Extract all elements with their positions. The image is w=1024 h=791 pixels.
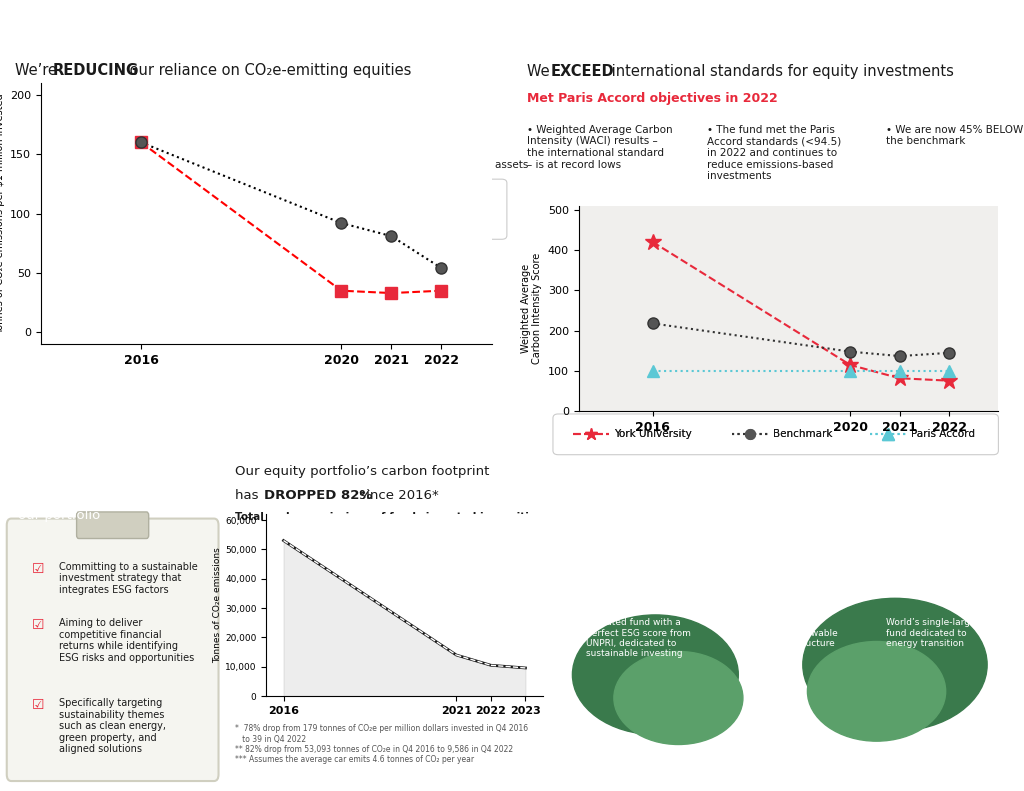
Text: York University: York University: [614, 430, 692, 439]
Text: Met Paris Accord objectives in 2022: Met Paris Accord objectives in 2022: [527, 92, 778, 105]
Text: • We are now 45% BELOW
the benchmark: • We are now 45% BELOW the benchmark: [886, 125, 1023, 146]
Text: Paris Accord: Paris Accord: [911, 430, 975, 439]
Y-axis label: Tonnes of CO₂e emissions: Tonnes of CO₂e emissions: [213, 547, 222, 663]
Text: to sustainability-focused infrastructure funds: to sustainability-focused infrastructure…: [586, 495, 887, 509]
Text: Improved
sustainability
credentials: Improved sustainability credentials: [415, 424, 476, 454]
Text: ☑: ☑: [32, 698, 44, 712]
Text: We have: We have: [586, 469, 648, 482]
Text: • We are now 34% BELOW the benchmark: • We are now 34% BELOW the benchmark: [236, 191, 456, 200]
FancyBboxPatch shape: [553, 414, 998, 455]
Text: DROPPED 82%: DROPPED 82%: [264, 489, 373, 501]
Text: Specifically targeting
sustainability themes
such as clean energy,
green propert: Specifically targeting sustainability th…: [58, 698, 166, 755]
Text: First assessed
the Fund's
carbon
footprint: First assessed the Fund's carbon footpri…: [30, 419, 93, 459]
FancyBboxPatch shape: [230, 179, 507, 239]
Text: Total carbon emissions of funds invested in equities: Total carbon emissions of funds invested…: [236, 512, 543, 522]
Text: York University: York University: [614, 430, 692, 439]
Circle shape: [808, 642, 946, 741]
Text: Our equity portfolio’s carbon footprint: Our equity portfolio’s carbon footprint: [236, 465, 489, 479]
Text: ☑: ☑: [32, 619, 44, 632]
Text: World’s single-largest
fund dedicated to
energy transition: World’s single-largest fund dedicated to…: [886, 619, 984, 648]
FancyBboxPatch shape: [77, 512, 148, 539]
Y-axis label: Tonnes of CO₂e emissions per $1 million invested: Tonnes of CO₂e emissions per $1 million …: [0, 93, 4, 334]
Text: 2022: 2022: [404, 16, 463, 36]
Text: Developed
sustainable
investing
framework: Developed sustainable investing framewor…: [174, 419, 225, 459]
Text: Committing to a sustainable
investment strategy that
integrates ESG factors: Committing to a sustainable investment s…: [58, 562, 198, 595]
Text: YORK: YORK: [952, 16, 1021, 36]
Text: Assessed
fund
managers'
ESG metrics: Assessed fund managers' ESG metrics: [290, 419, 345, 459]
Text: ☑: ☑: [32, 562, 44, 576]
Text: York University
Endowment Fund: York University Endowment Fund: [292, 202, 377, 223]
Text: REDUCING: REDUCING: [53, 62, 139, 78]
Text: has: has: [236, 489, 263, 501]
Text: • 78% reduction in tonnes of CO₂e-emissions
   per $ million invested, since 201: • 78% reduction in tonnes of CO₂e-emissi…: [236, 97, 471, 118]
Text: A+ rated fund with a
perfect ESG score from
UNPRI, dedicated to
sustainable inve: A+ rated fund with a perfect ESG score f…: [586, 619, 691, 658]
Circle shape: [803, 598, 987, 731]
Text: • Our WACI score is down 80% since 2016: • Our WACI score is down 80% since 2016: [236, 131, 455, 140]
Text: our reliance on CO₂e-emitting equities: our reliance on CO₂e-emitting equities: [125, 62, 412, 78]
Text: We’re: We’re: [15, 62, 62, 78]
Text: Benchmark: Benchmark: [415, 201, 470, 211]
Text: Benchmark: Benchmark: [773, 430, 833, 439]
Y-axis label: Weighted Average
Carbon Intensity Score: Weighted Average Carbon Intensity Score: [520, 253, 542, 364]
Text: Brookfield
Global Transition
Fund (BGTF): Brookfield Global Transition Fund (BGTF): [886, 532, 979, 565]
Text: We: We: [527, 63, 555, 78]
Text: Benchmark: Benchmark: [773, 430, 833, 439]
Text: Copenhagen
Infrastructure Partners
Energy Transition Fund
(CI ETF I): Copenhagen Infrastructure Partners Energ…: [738, 532, 866, 577]
Text: Aiming to deliver
competitive financial
returns while identifying
ESG risks and : Aiming to deliver competitive financial …: [58, 619, 194, 663]
Text: since 2016*: since 2016*: [355, 489, 439, 501]
Text: Scorecard: Scorecard: [568, 16, 674, 36]
Text: international standards for equity investments: international standards for equity inves…: [606, 63, 953, 78]
Text: The reduction in emissions
since 2016** is like
removing 9,500 cars
from the roa: The reduction in emissions since 2016** …: [368, 548, 489, 589]
Text: • The fund met the Paris
Accord standards (<94.5)
in 2022 and continues to
reduc: • The fund met the Paris Accord standard…: [707, 125, 841, 181]
Circle shape: [572, 615, 738, 735]
Text: • Equity investments make up 58% of the Fund’s assets: • Equity investments make up 58% of the …: [236, 161, 528, 170]
Text: EXCEED: EXCEED: [551, 63, 614, 78]
Text: *  78% drop from 179 tonnes of CO₂e per million dollars invested in Q4 2016
   t: * 78% drop from 179 tonnes of CO₂e per m…: [236, 725, 528, 764]
Text: U: U: [998, 16, 1017, 36]
Text: our portfolio: our portfolio: [18, 509, 100, 521]
Text: • Weighted Average Carbon
Intensity (WACI) results –
the international standard
: • Weighted Average Carbon Intensity (WAC…: [527, 125, 673, 169]
FancyBboxPatch shape: [7, 519, 218, 781]
Text: Paris Accord: Paris Accord: [911, 430, 975, 439]
Text: Invests in next
generation renewable
energy infrastructure: Invests in next generation renewable ene…: [738, 619, 838, 648]
Text: COMMITTED $103 MILLION (18.7%): COMMITTED $103 MILLION (18.7%): [653, 469, 915, 482]
Text: DECARBONIZING: DECARBONIZING: [18, 489, 148, 502]
Text: Sustainability: Sustainability: [445, 16, 600, 36]
Text: We are further: We are further: [18, 469, 119, 482]
Text: York University Endowment Fund —: York University Endowment Fund —: [20, 16, 397, 36]
Text: Quinbrook
Infrastructure
Partners III Net Zero
Power Fund: Quinbrook Infrastructure Partners III Ne…: [586, 532, 698, 577]
Circle shape: [614, 652, 743, 744]
